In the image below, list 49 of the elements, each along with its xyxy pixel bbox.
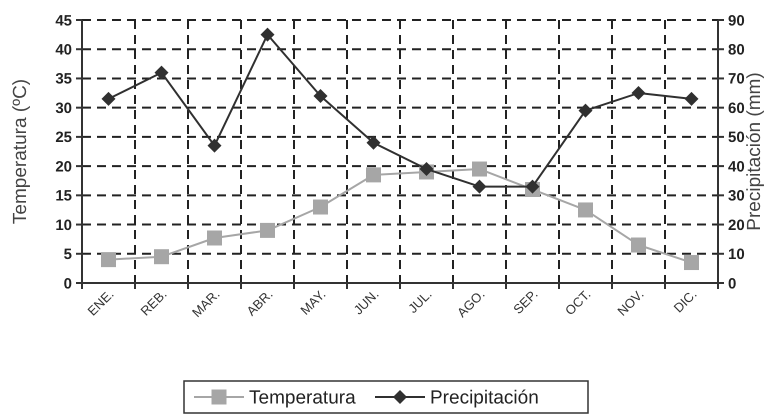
y-tick-label: 35 xyxy=(55,70,72,88)
point xyxy=(578,202,593,218)
point xyxy=(260,222,275,238)
point xyxy=(154,249,169,264)
y2-tick-label: 60 xyxy=(728,100,745,117)
point xyxy=(366,167,381,182)
point xyxy=(632,86,646,100)
point xyxy=(578,104,592,118)
point xyxy=(207,230,222,246)
y2-tick-label: 20 xyxy=(728,216,745,234)
y-tick-label: 45 xyxy=(55,12,72,30)
point xyxy=(631,238,646,253)
point xyxy=(526,180,540,194)
point xyxy=(684,92,698,106)
y2-tick-label: 70 xyxy=(728,70,745,88)
y-tick-label: 40 xyxy=(55,41,72,58)
x-tick-label: SEP. xyxy=(510,286,541,317)
legend-label: Temperatura xyxy=(249,388,356,409)
y-tick-label: 10 xyxy=(55,216,72,234)
point xyxy=(154,66,168,80)
legend-label: Precipitación xyxy=(430,388,539,409)
y2-tick-label: 40 xyxy=(728,158,745,176)
y-tick-label: 25 xyxy=(55,129,72,146)
y-tick-label: 15 xyxy=(55,188,72,205)
point xyxy=(208,138,222,153)
x-tick-label: DIC. xyxy=(670,286,700,316)
y2-tick-label: 30 xyxy=(728,188,745,205)
y-tick-label: 20 xyxy=(55,158,72,176)
y2-tick-label: 50 xyxy=(728,129,745,146)
y2-axis-title: Precipitación (mm) xyxy=(744,72,765,231)
y2-tick-label: 0 xyxy=(728,275,736,292)
y-tick-label: 5 xyxy=(64,246,72,264)
y-axis-title: Temperatura (ºC) xyxy=(10,78,31,224)
y-tick-label: 30 xyxy=(55,100,72,117)
point xyxy=(366,136,380,150)
y2-tick-label: 90 xyxy=(728,12,745,30)
y2-tick-label: 80 xyxy=(728,41,745,58)
y2-tick-label: 10 xyxy=(728,246,745,264)
point xyxy=(260,28,274,42)
point xyxy=(102,92,116,106)
point xyxy=(684,255,699,270)
point xyxy=(313,200,328,215)
point xyxy=(472,162,487,177)
point xyxy=(314,88,328,103)
x-tick-label: JUL. xyxy=(405,286,435,316)
point xyxy=(420,162,434,176)
point xyxy=(472,180,486,194)
point xyxy=(101,252,116,268)
y-tick-label: 0 xyxy=(64,275,72,292)
